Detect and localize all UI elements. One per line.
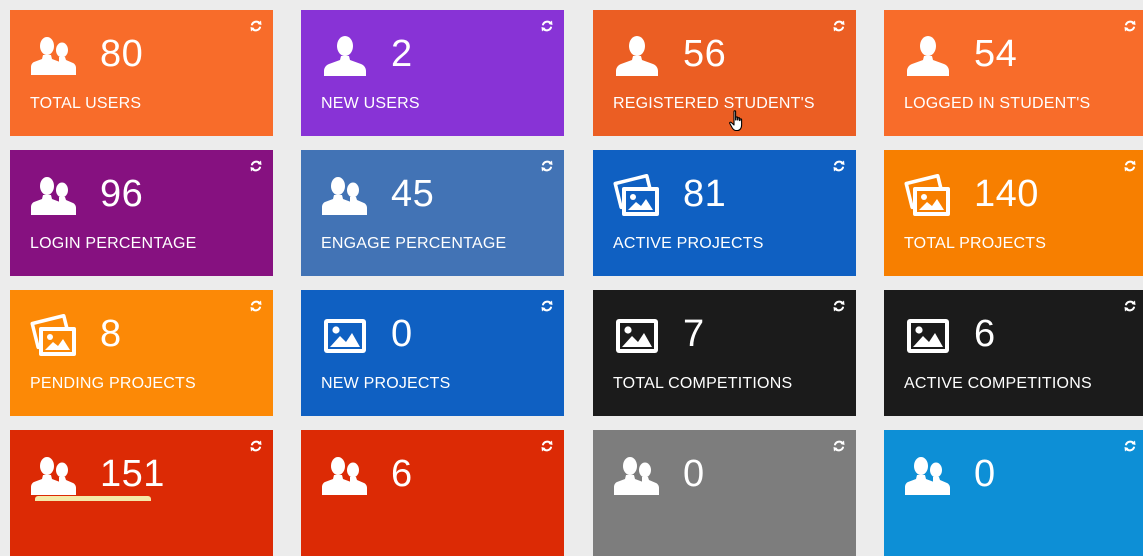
stat-tile-registered-students[interactable]: 56 REGISTERED STUDENT'S [593,10,856,136]
users-icon [612,454,662,498]
refresh-icon[interactable] [832,299,846,313]
refresh-icon[interactable] [540,299,554,313]
stat-value: 96 [100,173,144,215]
stat-tile-active-competitions[interactable]: 6 ACTIVE COMPETITIONS [884,290,1143,416]
stat-label: TOTAL PROJECTS [904,235,1047,252]
hand-cursor-icon [728,109,748,133]
stat-tile-active-projects[interactable]: 81 ACTIVE PROJECTS [593,150,856,276]
stat-label: PENDING PROJECTS [30,375,196,392]
stat-value: 2 [391,33,413,75]
stat-tile-new-projects[interactable]: 0 NEW PROJECTS [301,290,564,416]
stat-value: 80 [100,33,144,75]
refresh-icon[interactable] [249,19,263,33]
stat-tile-new-users[interactable]: 2 NEW USERS [301,10,564,136]
stat-value: 0 [683,453,705,495]
refresh-icon[interactable] [249,299,263,313]
stat-tile[interactable]: 0 [593,430,856,556]
stat-value: 151 [100,453,165,495]
stat-label: TOTAL COMPETITIONS [613,375,793,392]
stat-label: ENGAGE PERCENTAGE [321,235,507,252]
refresh-icon[interactable] [249,439,263,453]
refresh-icon[interactable] [1123,19,1137,33]
stat-tile-engage-percentage[interactable]: 45 ENGAGE PERCENTAGE [301,150,564,276]
stat-value: 0 [974,453,996,495]
stat-value: 0 [391,313,413,355]
refresh-icon[interactable] [1123,439,1137,453]
stat-tile-pending-projects[interactable]: 8 PENDING PROJECTS [10,290,273,416]
stat-value: 8 [100,313,122,355]
users-icon [29,454,79,498]
stat-tile[interactable]: 151 [10,430,273,556]
stat-value: 7 [683,313,705,355]
users-icon [320,454,370,498]
stat-label: LOGIN PERCENTAGE [30,235,197,252]
picture-icon [612,314,662,358]
stat-value: 56 [683,33,727,75]
users-icon [903,454,953,498]
stat-tile-login-percentage[interactable]: 96 LOGIN PERCENTAGE [10,150,273,276]
refresh-icon[interactable] [1123,159,1137,173]
stat-tile[interactable]: 6 [301,430,564,556]
stat-label: ACTIVE COMPETITIONS [904,375,1092,392]
user-icon [612,34,662,78]
stat-label: NEW USERS [321,95,420,112]
users-icon [320,174,370,218]
stat-value: 54 [974,33,1018,75]
stat-label: REGISTERED STUDENT'S [613,95,815,112]
pictures-icon [612,174,662,218]
refresh-icon[interactable] [540,159,554,173]
stat-label: ACTIVE PROJECTS [613,235,764,252]
stat-value: 6 [391,453,413,495]
pictures-icon [29,314,79,358]
refresh-icon[interactable] [1123,299,1137,313]
stat-label: NEW PROJECTS [321,375,451,392]
stat-tile-logged-in-students[interactable]: 54 LOGGED IN STUDENT'S [884,10,1143,136]
stat-value: 6 [974,313,996,355]
users-icon [29,174,79,218]
tooltip-edge [35,496,151,501]
stat-tile[interactable]: 0 [884,430,1143,556]
user-icon [903,34,953,78]
stat-value: 140 [974,173,1039,215]
refresh-icon[interactable] [249,159,263,173]
stat-value: 45 [391,173,435,215]
stat-tile-total-projects[interactable]: 140 TOTAL PROJECTS [884,150,1143,276]
stat-tile-total-competitions[interactable]: 7 TOTAL COMPETITIONS [593,290,856,416]
users-icon [29,34,79,78]
pictures-icon [903,174,953,218]
refresh-icon[interactable] [832,439,846,453]
picture-icon [903,314,953,358]
picture-icon [320,314,370,358]
stat-label: TOTAL USERS [30,95,142,112]
stat-value: 81 [683,173,727,215]
refresh-icon[interactable] [832,19,846,33]
stat-label: LOGGED IN STUDENT'S [904,95,1091,112]
refresh-icon[interactable] [540,439,554,453]
refresh-icon[interactable] [540,19,554,33]
user-icon [320,34,370,78]
refresh-icon[interactable] [832,159,846,173]
stat-tile-total-users[interactable]: 80 TOTAL USERS [10,10,273,136]
